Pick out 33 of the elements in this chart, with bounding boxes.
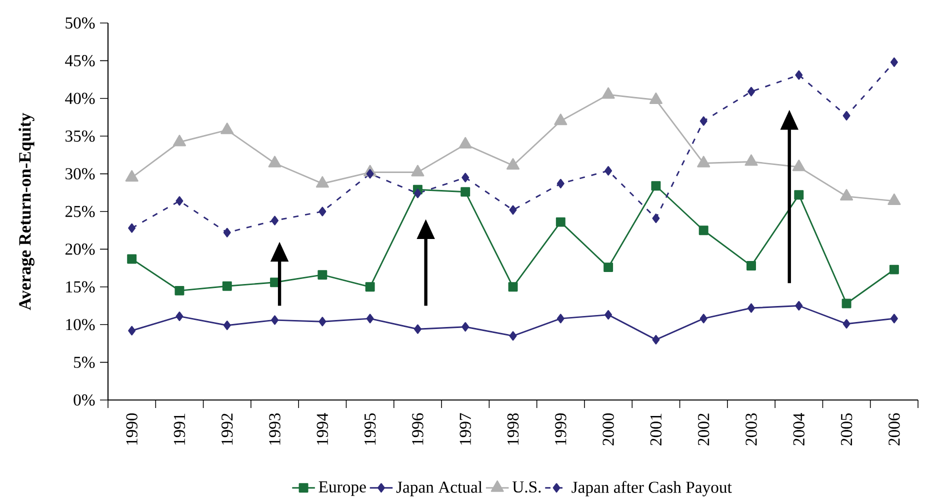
y-tick-label: 5% — [74, 356, 95, 368]
y-tick-label: 35% — [66, 130, 95, 142]
x-tick-label: 2006 — [888, 413, 900, 446]
legend-label: U.S. — [512, 481, 541, 493]
y-tick-label: 50% — [66, 17, 95, 29]
x-tick-label: 1999 — [555, 413, 566, 445]
x-tick-label: 1995 — [364, 413, 376, 445]
y-tick-label: 20% — [65, 244, 95, 255]
x-tick-label: 1994 — [316, 412, 328, 445]
y-tick-label: 30% — [66, 168, 95, 180]
x-tick-label: 2000 — [602, 413, 614, 446]
x-tick-label: 1993 — [269, 413, 280, 445]
x-tick-label: 1991 — [174, 414, 186, 445]
x-tick-label: 2004 — [793, 412, 805, 446]
x-tick-label: 1997 — [460, 413, 471, 445]
x-tick-label: 2002 — [698, 414, 710, 446]
legend-label: Japan after Cash Payout — [572, 481, 732, 496]
x-tick-label: 2005 — [840, 413, 852, 446]
x-tick-label: 2003 — [746, 413, 757, 446]
y-tick-label: 10% — [66, 318, 95, 330]
y-tick-label: 0% — [74, 394, 95, 406]
x-tick-label: 1992 — [222, 414, 233, 445]
legend-label: Japan Actual — [396, 481, 482, 496]
y-axis-title: Average Return-on-Equity — [18, 112, 34, 310]
legend-label: Europe — [318, 481, 366, 496]
x-tick-label: 1998 — [507, 413, 519, 445]
y-tick-label: 25% — [65, 206, 95, 218]
y-tick-label: 45% — [65, 55, 95, 66]
x-tick-label: 1990 — [126, 413, 138, 445]
x-tick-label: 2001 — [650, 414, 662, 446]
x-tick-label: 1996 — [412, 413, 424, 445]
y-tick-label: 15% — [66, 281, 95, 293]
y-tick-label: 40% — [65, 92, 95, 104]
